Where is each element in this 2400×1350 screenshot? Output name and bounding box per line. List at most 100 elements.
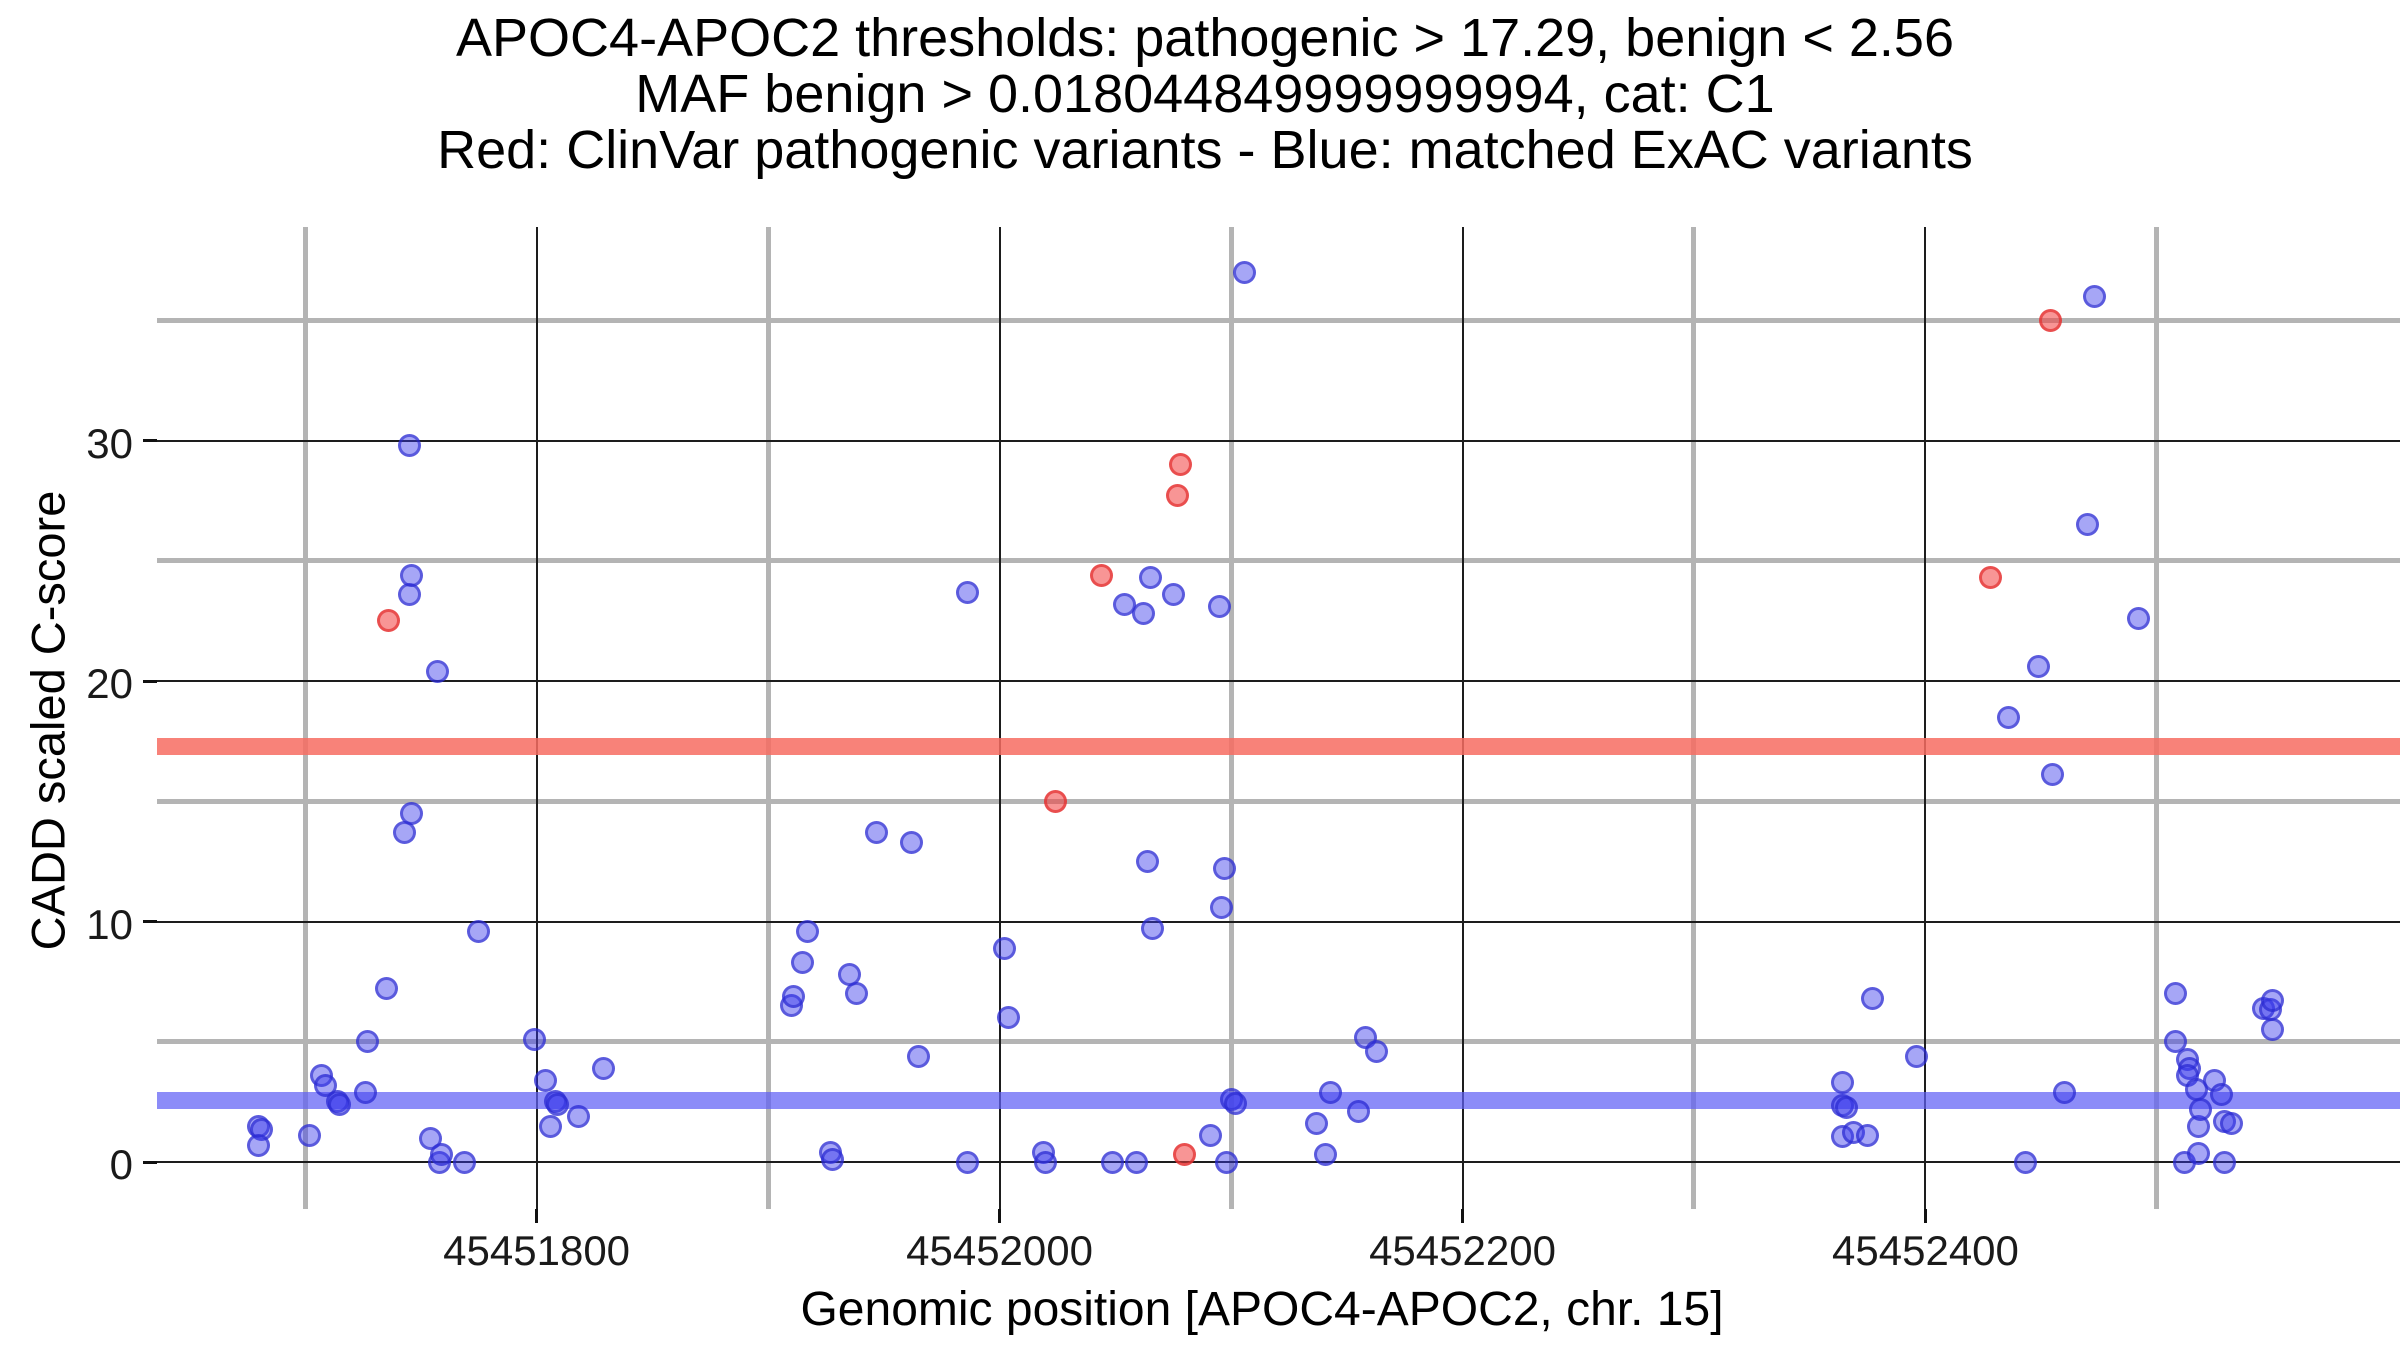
exac-variant-point [400, 563, 424, 587]
exac-variant-point [2027, 655, 2051, 679]
x-major-gridline [998, 227, 1001, 1209]
x-axis-tick-label: 45452000 [906, 1227, 1093, 1274]
exac-variant-point [791, 950, 815, 974]
y-minor-gridline [157, 317, 2400, 323]
exac-variant-point [1212, 857, 1236, 881]
y-major-gridline [157, 920, 2400, 923]
exac-variant-point [2052, 1080, 2076, 1104]
x-minor-gridline [302, 227, 308, 1209]
exac-variant-point [900, 830, 924, 854]
exac-variant-point [1131, 602, 1155, 626]
exac-variant-point [400, 801, 424, 825]
exac-variant-point [397, 433, 421, 457]
exac-variant-point [1136, 849, 1160, 873]
exac-variant-point [782, 984, 806, 1008]
y-axis-tick [143, 439, 157, 443]
exac-variant-point [1101, 1150, 1125, 1174]
y-axis-tick-label: 20 [86, 660, 133, 708]
exac-variant-point [1346, 1100, 1370, 1124]
x-axis-tick-label: 45452200 [1369, 1227, 1556, 1274]
x-axis-tick [998, 1209, 1002, 1223]
x-major-gridline [1924, 227, 1927, 1209]
exac-variant-point [2013, 1150, 2037, 1174]
y-axis-tick-label: 30 [86, 419, 133, 467]
pathogenic-variant-point [1168, 453, 1192, 477]
x-minor-gridline [1228, 227, 1234, 1209]
exac-variant-point [1161, 582, 1185, 606]
y-minor-gridline [157, 798, 2400, 804]
exac-variant-point [992, 936, 1016, 960]
x-major-gridline [1461, 227, 1464, 1209]
exac-variant-point [539, 1114, 562, 1138]
pathogenic-variant-point [1043, 789, 1067, 813]
x-axis-tick [535, 1209, 539, 1223]
exac-variant-point [1210, 895, 1234, 919]
exac-variant-point [795, 919, 819, 943]
y-major-gridline [157, 1161, 2400, 1164]
exac-variant-point [356, 1030, 380, 1054]
exac-variant-point [1997, 705, 2021, 729]
exac-variant-point [2082, 284, 2106, 308]
exac-variant-point [1214, 1150, 1238, 1174]
exac-variant-point [453, 1150, 477, 1174]
exac-variant-point [1830, 1071, 1854, 1095]
x-minor-gridline [1691, 227, 1697, 1209]
x-axis-tick [1461, 1209, 1465, 1223]
exac-variant-point [2212, 1150, 2236, 1174]
pathogenic-variant-point [1173, 1143, 1197, 1167]
exac-variant-point [2219, 1112, 2243, 1136]
y-axis-tick [143, 679, 157, 683]
exac-variant-point [907, 1044, 931, 1068]
exac-variant-point [1113, 592, 1137, 616]
x-minor-gridline [2154, 227, 2160, 1209]
exac-variant-point [247, 1133, 271, 1157]
plot-title-line-3: Red: ClinVar pathogenic variants - Blue:… [437, 120, 1973, 180]
x-minor-gridline [765, 227, 771, 1209]
exac-variant-point [821, 1148, 845, 1172]
exac-variant-point [374, 977, 398, 1001]
pathogenic-threshold-line [157, 737, 2400, 755]
plot-title-line-1: APOC4-APOC2 thresholds: pathogenic > 17.… [456, 8, 1954, 68]
plot-panel [157, 227, 2400, 1209]
exac-variant-point [1860, 987, 1884, 1011]
exac-variant-point [467, 919, 491, 943]
exac-variant-point [592, 1056, 616, 1080]
x-axis-tick-label: 45452400 [1832, 1227, 2019, 1274]
y-axis-tick-label: 10 [86, 900, 133, 948]
x-axis-tick-label: 45451800 [443, 1227, 631, 1274]
exac-variant-point [1319, 1080, 1343, 1104]
exac-variant-point [2163, 982, 2187, 1006]
exac-variant-point [1138, 566, 1162, 590]
exac-variant-point [1207, 595, 1231, 619]
x-axis-tick [1923, 1209, 1927, 1223]
pathogenic-variant-point [1978, 566, 2002, 590]
exac-variant-point [1305, 1112, 1329, 1136]
x-axis-title: Genomic position [APOC4-APOC2, chr. 15] [800, 1283, 1724, 1336]
pathogenic-variant-point [2038, 308, 2062, 332]
y-axis-tick [143, 920, 157, 924]
x-major-gridline [535, 227, 538, 1209]
exac-variant-point [955, 580, 979, 604]
exac-variant-point [328, 1092, 352, 1116]
exac-variant-point [425, 659, 449, 683]
y-major-gridline [157, 680, 2400, 683]
exac-variant-point [1140, 917, 1164, 941]
plot-title: APOC4-APOC2 thresholds: pathogenic > 17.… [0, 10, 2400, 178]
exac-variant-point [2163, 1030, 2187, 1054]
exac-variant-point [955, 1150, 979, 1174]
pathogenic-variant-point [1166, 484, 1190, 508]
exac-variant-point [2041, 763, 2065, 787]
exac-variant-point [997, 1006, 1021, 1030]
exac-variant-point [534, 1068, 558, 1092]
exac-variant-point [2187, 1142, 2211, 1166]
y-minor-gridline [157, 1039, 2400, 1045]
exac-variant-point [2076, 513, 2099, 537]
exac-variant-point [2210, 1083, 2234, 1107]
plot-title-line-2: MAF benign > 0.018044849999999994, cat: … [635, 64, 1775, 124]
exac-variant-point [298, 1124, 322, 1148]
exac-variant-point [1124, 1150, 1148, 1174]
exac-variant-point [2189, 1097, 2213, 1121]
exac-variant-point [865, 821, 889, 845]
exac-variant-point [430, 1143, 454, 1167]
